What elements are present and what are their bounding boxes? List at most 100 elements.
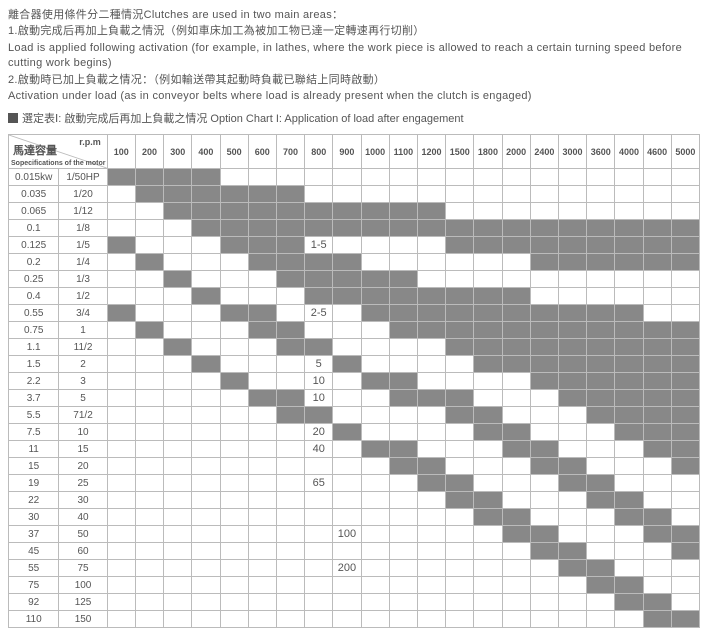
table-row: 0.11/8 (9, 220, 700, 237)
hp-cell: 3/4 (59, 305, 107, 322)
grid-cell (220, 424, 248, 441)
grid-cell (671, 254, 699, 271)
table-row: 1.525 (9, 356, 700, 373)
grid-cell (671, 305, 699, 322)
grid-cell (643, 186, 671, 203)
grid-cell (276, 594, 304, 611)
grid-cell (107, 526, 135, 543)
grid-cell (502, 611, 530, 628)
grid-cell (361, 322, 389, 339)
grid-cell (671, 356, 699, 373)
hp-cell: 1/20 (59, 186, 107, 203)
grid-cell (361, 186, 389, 203)
grid-cell (474, 577, 502, 594)
grid-cell (474, 186, 502, 203)
grid-cell (446, 169, 474, 186)
grid-cell (530, 288, 558, 305)
grid-cell (587, 407, 615, 424)
grid-cell (248, 237, 276, 254)
kw-cell: 110 (9, 611, 59, 628)
grid-cell (587, 169, 615, 186)
grid-cell (530, 441, 558, 458)
grid-cell (474, 305, 502, 322)
grid-cell (192, 441, 220, 458)
grid-cell (417, 254, 445, 271)
grid-cell (587, 322, 615, 339)
grid-cell (474, 526, 502, 543)
grid-cell (305, 169, 333, 186)
hp-cell: 1/8 (59, 220, 107, 237)
grid-cell (671, 390, 699, 407)
grid-cell: 65 (305, 475, 333, 492)
grid-cell (107, 288, 135, 305)
table-row: 3750100 (9, 526, 700, 543)
grid-cell (220, 237, 248, 254)
kw-cell: 0.75 (9, 322, 59, 339)
grid-cell (135, 407, 163, 424)
grid-cell (671, 611, 699, 628)
rpm-col-header: 700 (276, 135, 304, 169)
grid-cell (474, 339, 502, 356)
kw-cell: 22 (9, 492, 59, 509)
grid-cell (671, 560, 699, 577)
grid-cell (135, 611, 163, 628)
grid-cell (192, 407, 220, 424)
grid-cell (248, 407, 276, 424)
grid-cell (558, 424, 586, 441)
grid-cell (530, 305, 558, 322)
intro-line-4: 2.啟動時已加上負載之情况：（例如輸送帶其起動時負載已聯結上同時啟動） (8, 73, 700, 88)
grid-cell (333, 492, 361, 509)
grid-cell: 1-5 (305, 237, 333, 254)
grid-cell (276, 237, 304, 254)
grid-cell (107, 475, 135, 492)
grid-cell (530, 611, 558, 628)
grid-cell (305, 526, 333, 543)
grid-cell (220, 288, 248, 305)
grid-cell (192, 288, 220, 305)
grid-cell (643, 509, 671, 526)
grid-cell (192, 475, 220, 492)
grid-cell (389, 203, 417, 220)
grid-cell (248, 390, 276, 407)
grid-cell (474, 203, 502, 220)
grid-cell (220, 492, 248, 509)
grid-cell (164, 407, 192, 424)
grid-cell (389, 441, 417, 458)
grid-cell (587, 560, 615, 577)
grid-cell (361, 611, 389, 628)
grid-cell (220, 186, 248, 203)
grid-cell (502, 560, 530, 577)
grid-cell (446, 526, 474, 543)
chart-title-text: 選定表Ⅰ: 啟動完成后再加上負載之情况 Option Chart I: Appl… (22, 110, 464, 126)
grid-cell (135, 560, 163, 577)
grid-cell (389, 339, 417, 356)
grid-cell (389, 288, 417, 305)
grid-cell (474, 271, 502, 288)
table-row: 1520 (9, 458, 700, 475)
grid-cell (192, 254, 220, 271)
grid-cell (587, 271, 615, 288)
grid-cell (107, 492, 135, 509)
grid-cell (389, 186, 417, 203)
grid-cell (135, 186, 163, 203)
corner-header: r.p.m 馬達容量 Sopecifications of the motor (9, 135, 108, 169)
grid-cell (643, 322, 671, 339)
grid-cell (333, 186, 361, 203)
grid-cell (502, 237, 530, 254)
grid-cell (164, 441, 192, 458)
grid-cell (389, 611, 417, 628)
table-row: 5.571/2 (9, 407, 700, 424)
grid-cell (502, 526, 530, 543)
grid-cell (333, 322, 361, 339)
grid-cell (305, 509, 333, 526)
grid-cell (276, 305, 304, 322)
grid-cell (333, 475, 361, 492)
grid-cell (643, 441, 671, 458)
table-row: 3.7510 (9, 390, 700, 407)
grid-cell (671, 594, 699, 611)
kw-cell: 1.5 (9, 356, 59, 373)
rpm-col-header: 4000 (615, 135, 643, 169)
grid-cell (276, 509, 304, 526)
grid-cell (671, 441, 699, 458)
grid-cell (389, 492, 417, 509)
